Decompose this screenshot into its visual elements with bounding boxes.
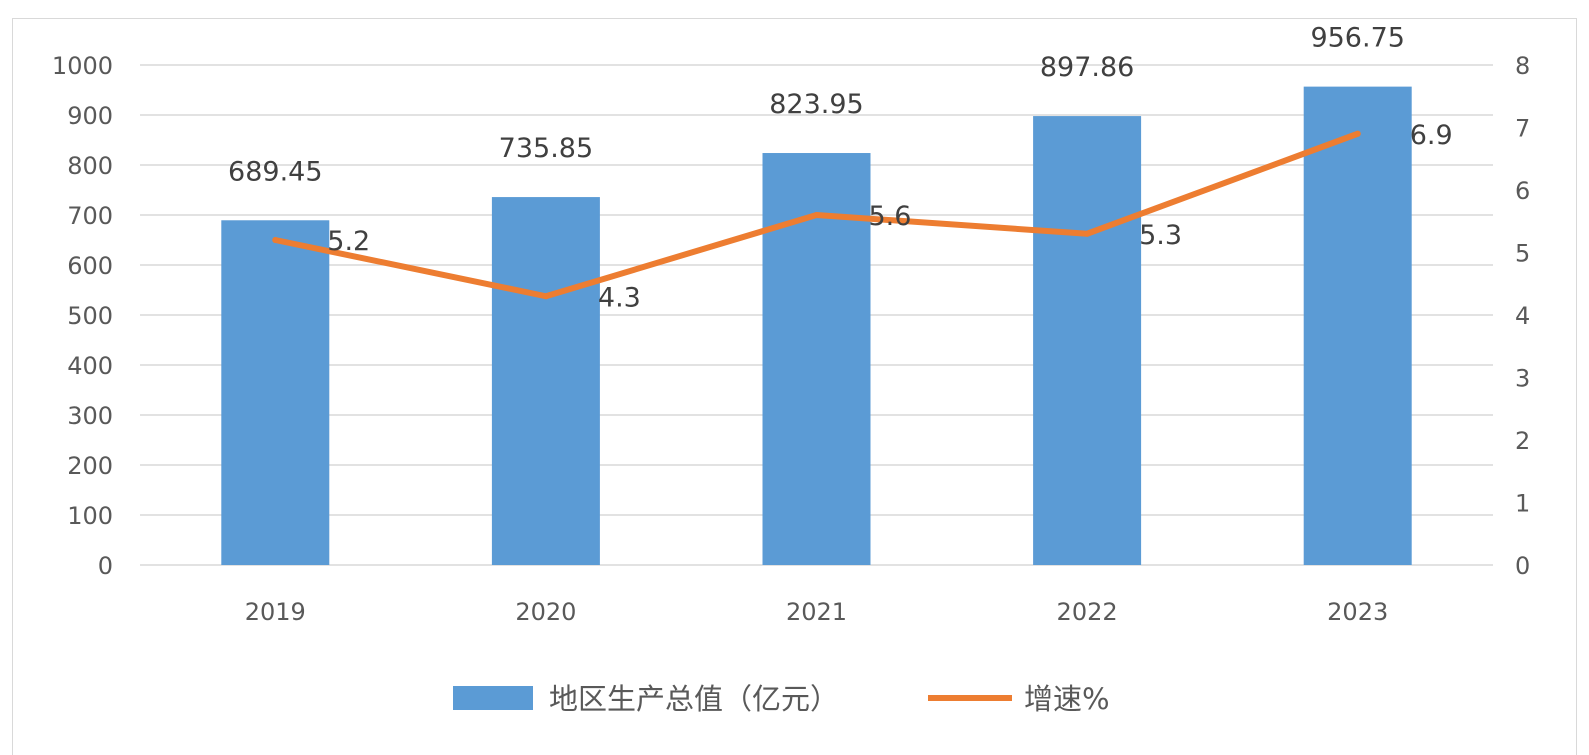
line-data-label: 5.3	[1139, 220, 1182, 251]
bar-data-label: 735.85	[499, 133, 593, 164]
y-right-tick-label: 3	[1515, 365, 1530, 393]
x-tick-label: 2021	[786, 598, 847, 626]
line-data-label: 6.9	[1410, 120, 1453, 151]
x-tick-label: 2019	[245, 598, 306, 626]
y-left-tick-label: 0	[98, 552, 113, 580]
legend-bar-swatch	[453, 686, 533, 710]
y-left-tick-label: 600	[67, 252, 113, 280]
y-left-tick-label: 1000	[52, 52, 113, 80]
y-left-tick-label: 800	[67, 152, 113, 180]
bar	[1033, 116, 1142, 565]
y-left-tick-label: 300	[67, 402, 113, 430]
bar	[1303, 86, 1412, 565]
legend-line-label: 增速%	[1024, 682, 1110, 716]
x-tick-label: 2023	[1327, 598, 1388, 626]
legend-bar-label: 地区生产总值（亿元）	[549, 682, 839, 716]
bar	[762, 153, 871, 565]
line-point	[542, 293, 549, 300]
bar-data-label: 689.45	[228, 156, 322, 187]
line-point	[1354, 130, 1361, 137]
y-right-tick-label: 7	[1515, 115, 1530, 143]
bar	[491, 197, 600, 565]
y-right-tick-label: 4	[1515, 302, 1530, 330]
y-left-tick-label: 500	[67, 302, 113, 330]
y-right-tick-label: 1	[1515, 490, 1530, 518]
y-right-tick-label: 8	[1515, 52, 1530, 80]
x-tick-label: 2020	[515, 598, 576, 626]
line-point	[813, 212, 820, 218]
y-right-tick-label: 2	[1515, 427, 1530, 455]
line-data-label: 5.2	[327, 226, 370, 257]
y-left-tick-label: 400	[67, 352, 113, 380]
line-data-label: 4.3	[598, 282, 641, 313]
bar	[221, 220, 330, 565]
bar-data-label: 956.75	[1310, 23, 1404, 54]
line-point	[1084, 230, 1091, 237]
x-tick-label: 2022	[1057, 598, 1118, 626]
y-left-tick-label: 100	[67, 502, 113, 530]
y-left-tick-label: 700	[67, 202, 113, 230]
y-right-tick-label: 0	[1515, 552, 1530, 580]
y-right-tick-label: 5	[1515, 240, 1530, 268]
y-right-tick-label: 6	[1515, 177, 1530, 205]
bar-data-label: 897.86	[1040, 52, 1134, 83]
line-point	[272, 237, 279, 243]
line-data-label: 5.6	[869, 201, 912, 232]
bar-data-label: 823.95	[769, 89, 863, 120]
y-left-tick-label: 900	[67, 102, 113, 130]
y-left-tick-label: 200	[67, 452, 113, 480]
